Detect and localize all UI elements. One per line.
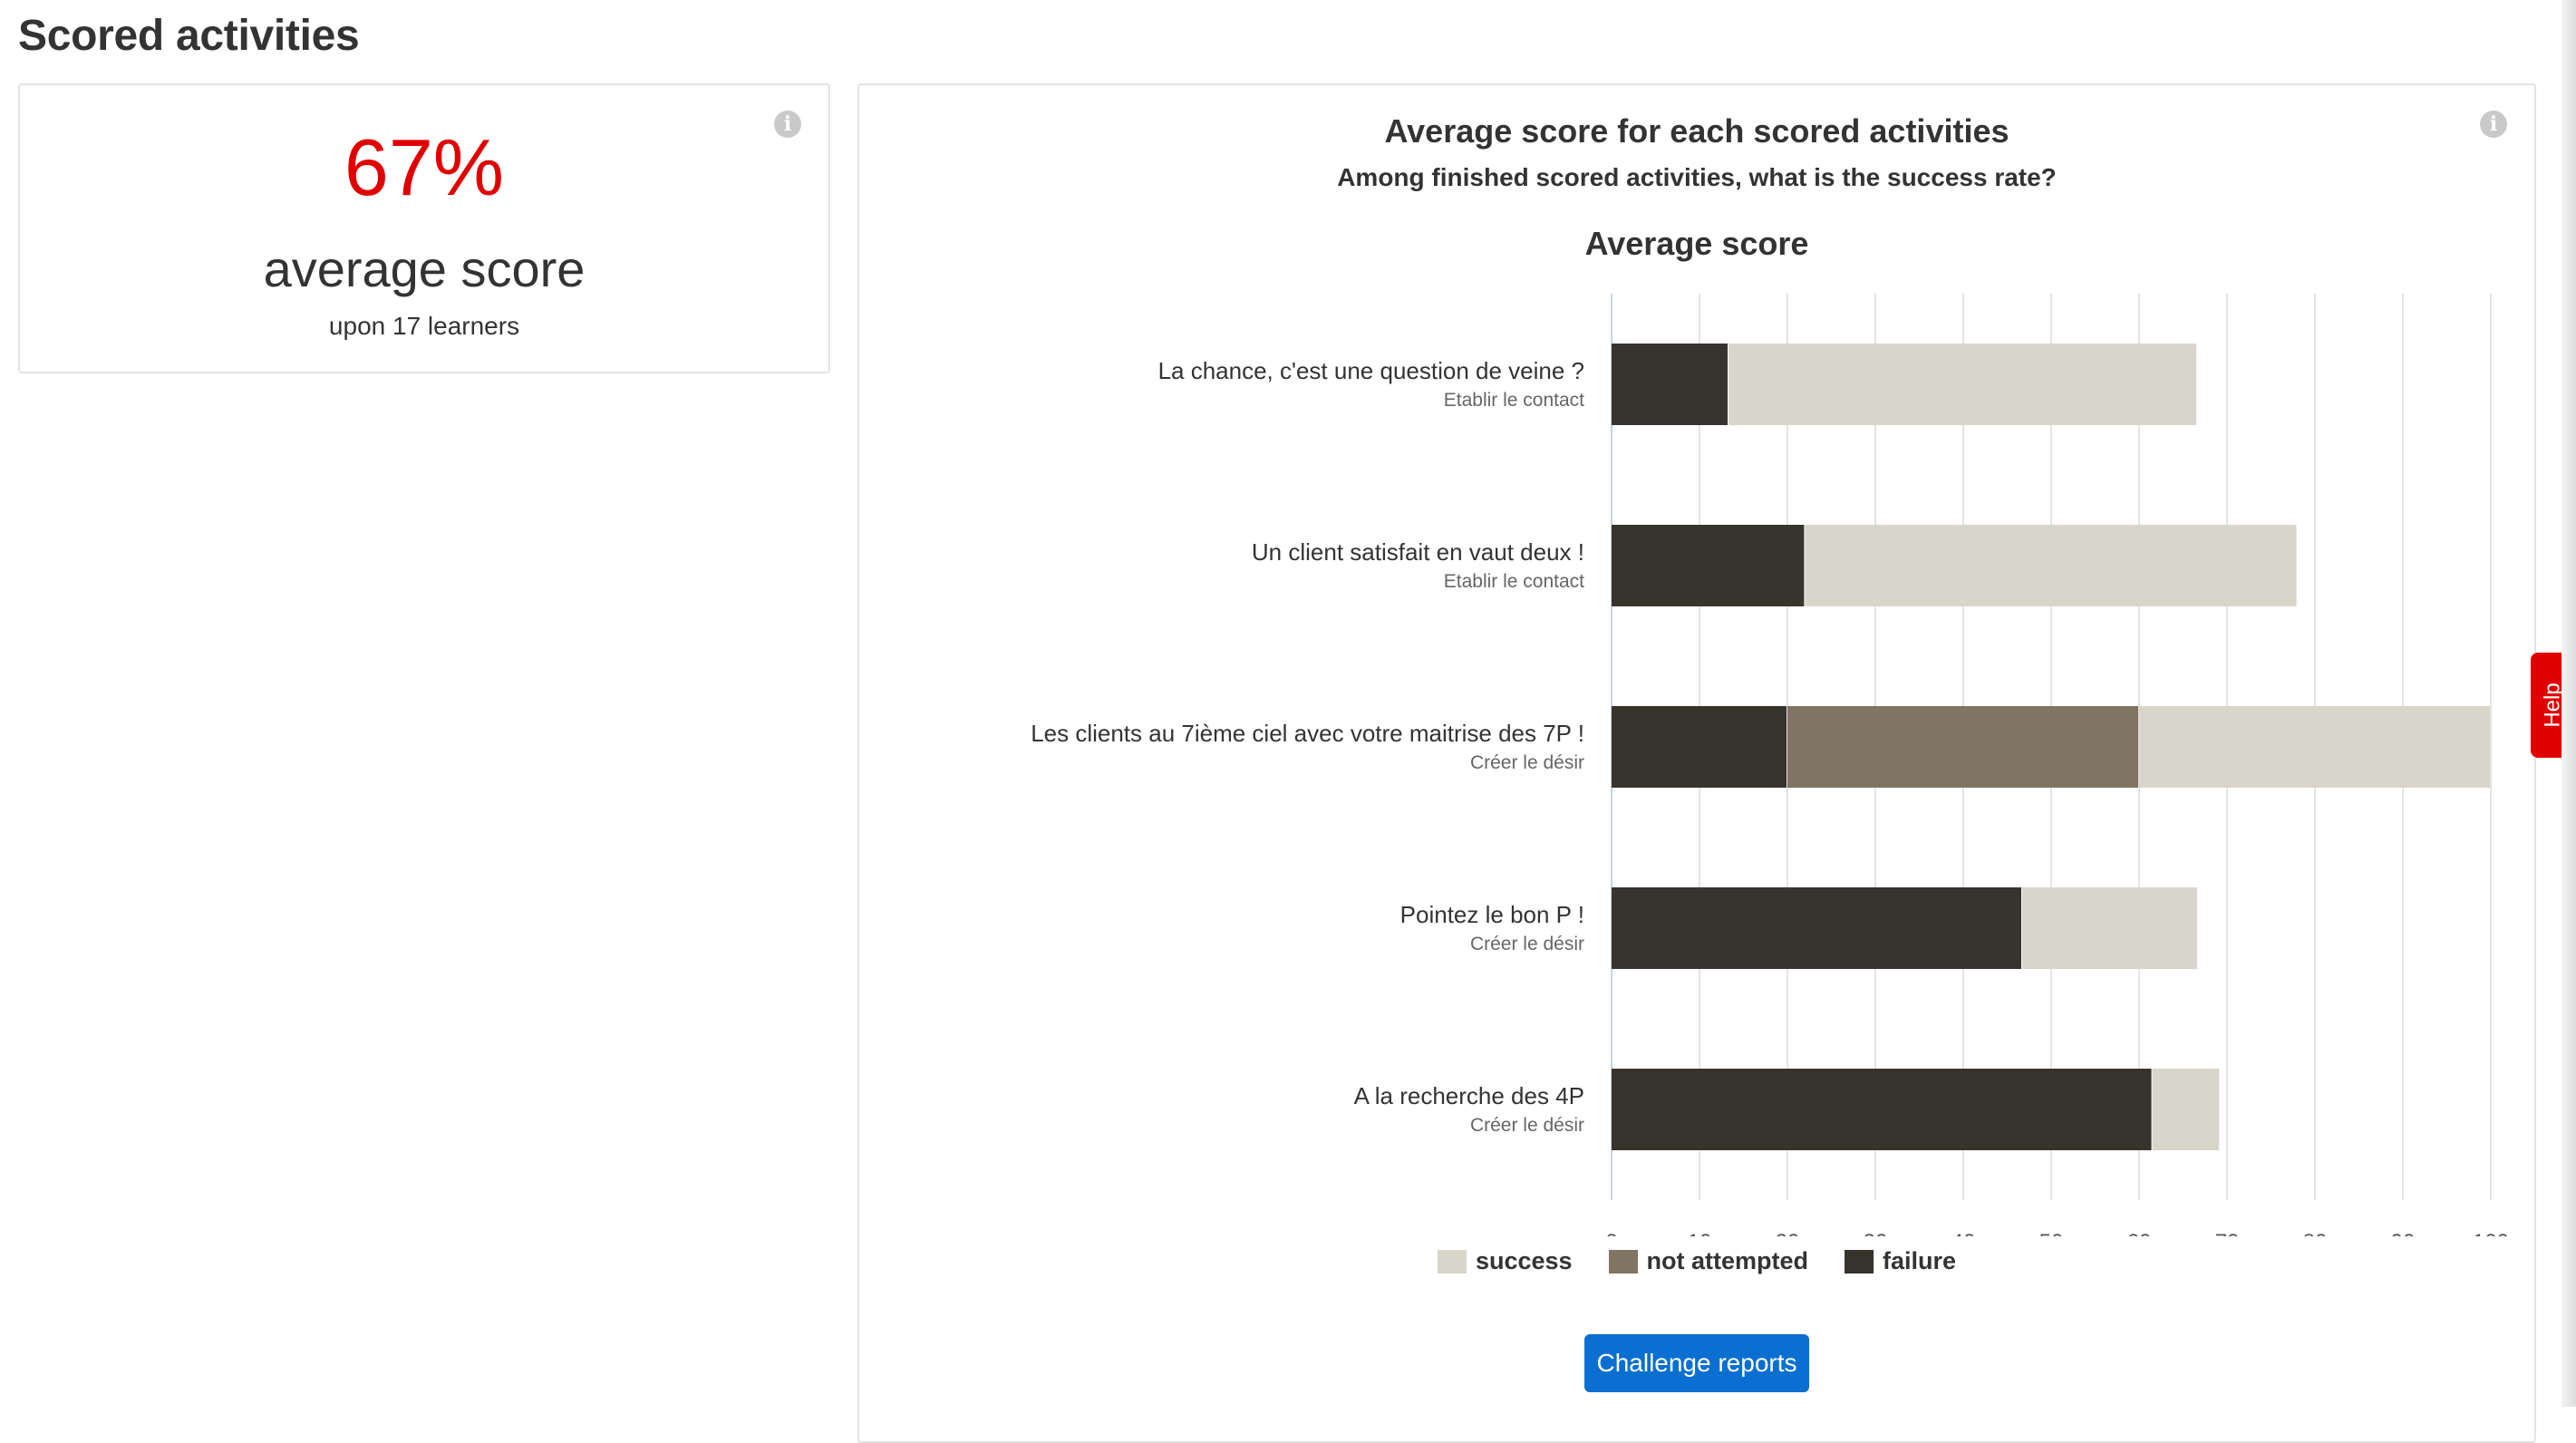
scrollbar-track[interactable] <box>2561 0 2576 1407</box>
category-label: Les clients au 7ième ciel avec votre mai… <box>1031 720 1584 747</box>
bar-segment-success <box>2021 887 2197 969</box>
chart-legend: success not attempted failure <box>859 1247 2534 1275</box>
challenge-reports-button[interactable]: Challenge reports <box>1584 1334 1809 1392</box>
legend-swatch <box>1845 1249 1874 1274</box>
x-tick-label: 0 <box>1605 1230 1617 1236</box>
average-score-chart-card: i Average score for each scored activiti… <box>857 83 2536 1443</box>
chart-card-title: Average score for each scored activities <box>1384 112 2009 150</box>
chart-title: Average score <box>1584 225 1809 262</box>
x-tick-label: 40 <box>1951 1230 1976 1236</box>
x-tick-label: 70 <box>2215 1230 2240 1236</box>
info-icon[interactable]: i <box>2480 111 2507 138</box>
category-sublabel: Créer le désir <box>1470 1115 1584 1136</box>
stacked-bar-chart: 0 10 20 30 40 50 60 70 80 90 100 La chance, c'est u… <box>1031 294 2509 1236</box>
x-tick-label: 30 <box>1864 1230 1888 1236</box>
legend-swatch <box>1608 1249 1638 1274</box>
legend-swatch <box>1437 1249 1467 1274</box>
chart-card-subtitle: Among finished scored activities, what i… <box>1337 163 2057 191</box>
bar-segment-success <box>2152 1069 2220 1150</box>
category-sublabel: Créer le désir <box>1470 752 1584 773</box>
category-label: A la recherche des 4P <box>1354 1082 1584 1109</box>
bar-segment-not-attempted <box>1787 706 2138 788</box>
x-tick-label: 20 <box>1776 1230 1800 1236</box>
average-score-card: i 67% average score upon 17 learners <box>18 83 830 373</box>
bar-segment-failure <box>1612 1069 2152 1150</box>
x-tick-label: 60 <box>2127 1230 2152 1236</box>
legend-item-failure[interactable]: failure <box>1845 1247 1956 1275</box>
category-sublabel: Etablir le contact <box>1444 571 1584 592</box>
legend-label: failure <box>1883 1247 1957 1274</box>
legend-item-not-attempted[interactable]: not attempted <box>1608 1247 1809 1275</box>
x-tick-label: 90 <box>2391 1230 2416 1236</box>
average-score-label: average score <box>263 240 586 297</box>
category-label: Un client satisfait en vaut deux ! <box>1252 538 1584 566</box>
x-tick-label: 10 <box>1688 1230 1712 1236</box>
average-score-value: 67% <box>344 122 505 212</box>
bar-segment-failure <box>1612 887 2021 969</box>
bar-segment-failure <box>1612 525 1805 606</box>
category-sublabel: Créer le désir <box>1470 934 1584 954</box>
category-sublabel: Etablir le contact <box>1444 390 1584 411</box>
legend-item-success[interactable]: success <box>1437 1247 1573 1275</box>
category-label: Pointez le bon P ! <box>1400 901 1584 928</box>
legend-label: success <box>1475 1247 1573 1274</box>
learners-count: upon 17 learners <box>328 312 520 340</box>
category-label: La chance, c'est une question de veine ? <box>1158 357 1584 384</box>
x-tick-label: 80 <box>2303 1230 2328 1236</box>
bar-segment-success <box>1805 525 2297 606</box>
x-tick-label: 100 <box>2473 1230 2509 1236</box>
bar-segment-success <box>1729 344 2197 425</box>
bar-segment-failure <box>1612 344 1729 425</box>
bar-segment-failure <box>1612 706 1787 788</box>
page-title: Scored activities <box>18 12 360 60</box>
x-tick-label: 50 <box>2039 1230 2064 1236</box>
info-icon[interactable]: i <box>774 111 801 138</box>
bar-segment-success <box>2139 706 2490 788</box>
legend-label: not attempted <box>1646 1247 1809 1274</box>
